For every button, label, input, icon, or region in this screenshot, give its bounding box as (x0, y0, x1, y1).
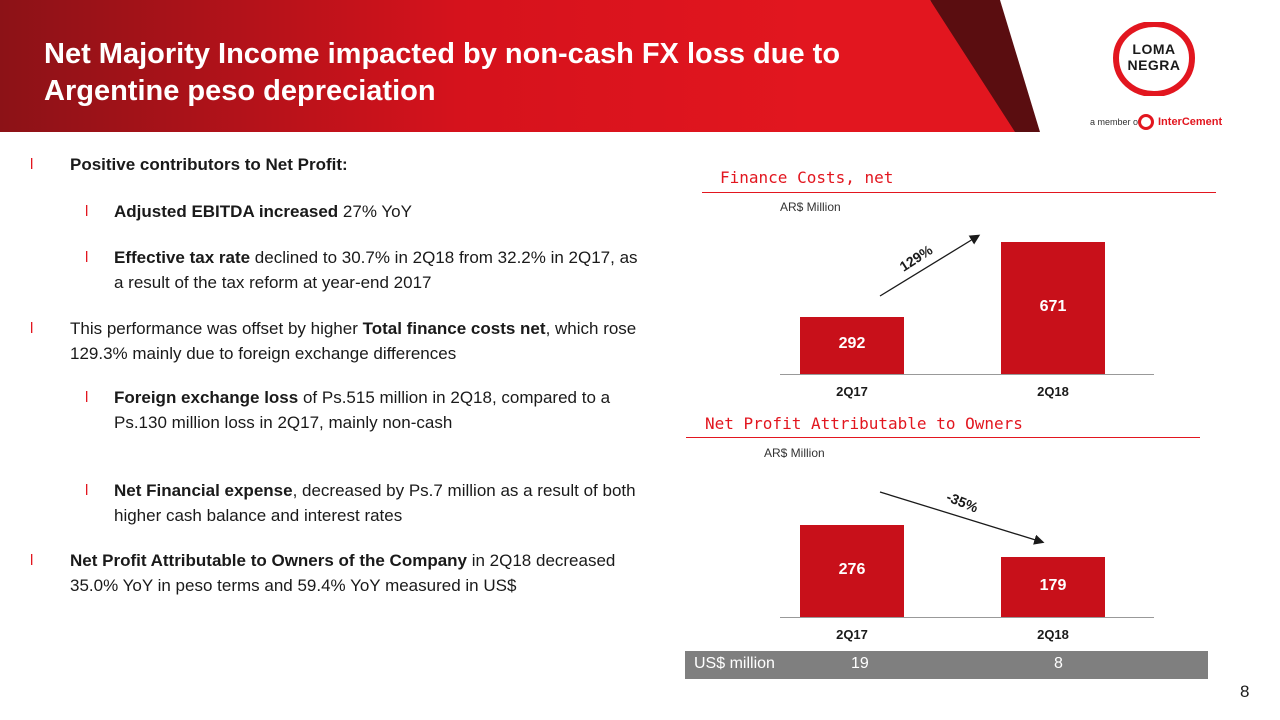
member-brand: InterCement (1158, 116, 1223, 128)
bar-label: 276 (838, 561, 866, 578)
chart-divider (686, 437, 1200, 438)
bullet-bold: Foreign exchange loss (114, 388, 299, 407)
bullet-marker: l (30, 320, 34, 337)
bullet-bold: Net Financial expense (114, 481, 293, 500)
growth-label: -35% (944, 488, 981, 516)
bar-2q17-net-profit (800, 525, 904, 617)
bar-2q18-finance (1001, 242, 1105, 374)
usd-value-2q17: 19 (851, 655, 869, 672)
bullet-plain: , decreased by Ps.7 million as a result … (114, 481, 636, 525)
chart-baseline (780, 374, 1154, 375)
chart-title-finance-costs: Finance Costs, net (720, 168, 894, 187)
bullet-bold: Net Profit Attributable to Owners of the… (70, 551, 467, 570)
logo-line-1: LOMA (1132, 41, 1176, 57)
bullet-bold: Positive contributors to Net Profit: (70, 155, 348, 174)
category-label: 2Q17 (836, 384, 868, 399)
chart-divider (702, 192, 1216, 193)
banner-shape (0, 0, 1040, 132)
bullet-text: Net Profit Attributable to Owners of the… (70, 548, 640, 598)
bullet-text: Net Financial expense, decreased by Ps.7… (114, 478, 640, 528)
title-line-2: Argentine peso depreciation (44, 75, 436, 107)
bullet-plain: of Ps.515 million in 2Q18, compared to a… (114, 388, 611, 432)
bullet-plain: This performance was offset by higher (70, 319, 363, 338)
bullet-marker: l (85, 482, 89, 499)
bar-2q18-net-profit (1001, 557, 1105, 617)
company-logo: LOMA NEGRA (1112, 20, 1196, 98)
bullet-marker: l (30, 552, 34, 569)
bullet-text: Adjusted EBITDA increased 27% YoY (114, 199, 640, 224)
bullet-plain: 27% YoY (338, 202, 412, 221)
bullet-text: Effective tax rate declined to 30.7% in … (114, 245, 640, 295)
bullet-plain: , which rose 129.3% mainly due to foreig… (70, 319, 637, 363)
usd-value-2q18: 8 (1054, 655, 1063, 672)
bullet-text: Foreign exchange loss of Ps.515 million … (114, 385, 640, 435)
category-label: 2Q18 (1037, 384, 1069, 399)
bullet-marker: l (85, 203, 89, 220)
usd-row-label: US$ million (694, 655, 775, 672)
bullet-plain: in 2Q18 decreased 35.0% YoY in peso term… (70, 551, 616, 595)
intercement-icon (1138, 114, 1154, 130)
bullet-plain: declined to 30.7% in 2Q18 from 32.2% in … (114, 248, 638, 292)
bullet-marker: l (85, 389, 89, 406)
bullet-marker: l (30, 156, 34, 173)
bullet-text: Positive contributors to Net Profit: (70, 152, 640, 177)
growth-label: 129% (896, 241, 936, 275)
bullet-bold: Total finance costs net (362, 319, 546, 338)
usd-million-row: US$ million 19 8 (685, 651, 1208, 679)
category-label: 2Q17 (836, 627, 868, 642)
bar-label: 179 (1039, 577, 1067, 595)
chart-title-net-profit: Net Profit Attributable to Owners (705, 414, 1023, 433)
logo-shape (1112, 20, 1196, 98)
bar-2q17-finance (800, 316, 904, 374)
bullet-text: This performance was offset by higher To… (70, 316, 640, 366)
bullet-marker: l (85, 249, 89, 266)
bar-label: 292 (838, 335, 866, 353)
bullet-bold: Effective tax rate (114, 248, 251, 267)
member-badge: a member of InterCement (1090, 113, 1230, 133)
bar-label: 671 (1039, 298, 1067, 315)
bullet-bold: Adjusted EBITDA increased (114, 202, 339, 221)
member-prefix: a member of (1090, 117, 1141, 127)
category-label: 2Q18 (1037, 627, 1069, 642)
title-line-1: Net Majority Income impacted by non-cash… (44, 38, 841, 70)
chart-unit: AR$ Million (764, 446, 825, 460)
page-title: Net Majority Income impacted by non-cash… (44, 36, 944, 110)
header-banner: Net Majority Income impacted by non-cash… (0, 0, 1280, 140)
chart-unit: AR$ Million (780, 200, 841, 214)
chart-baseline (780, 617, 1154, 618)
logo-line-2: NEGRA (1127, 57, 1181, 73)
page-number: 8 (1240, 682, 1250, 701)
